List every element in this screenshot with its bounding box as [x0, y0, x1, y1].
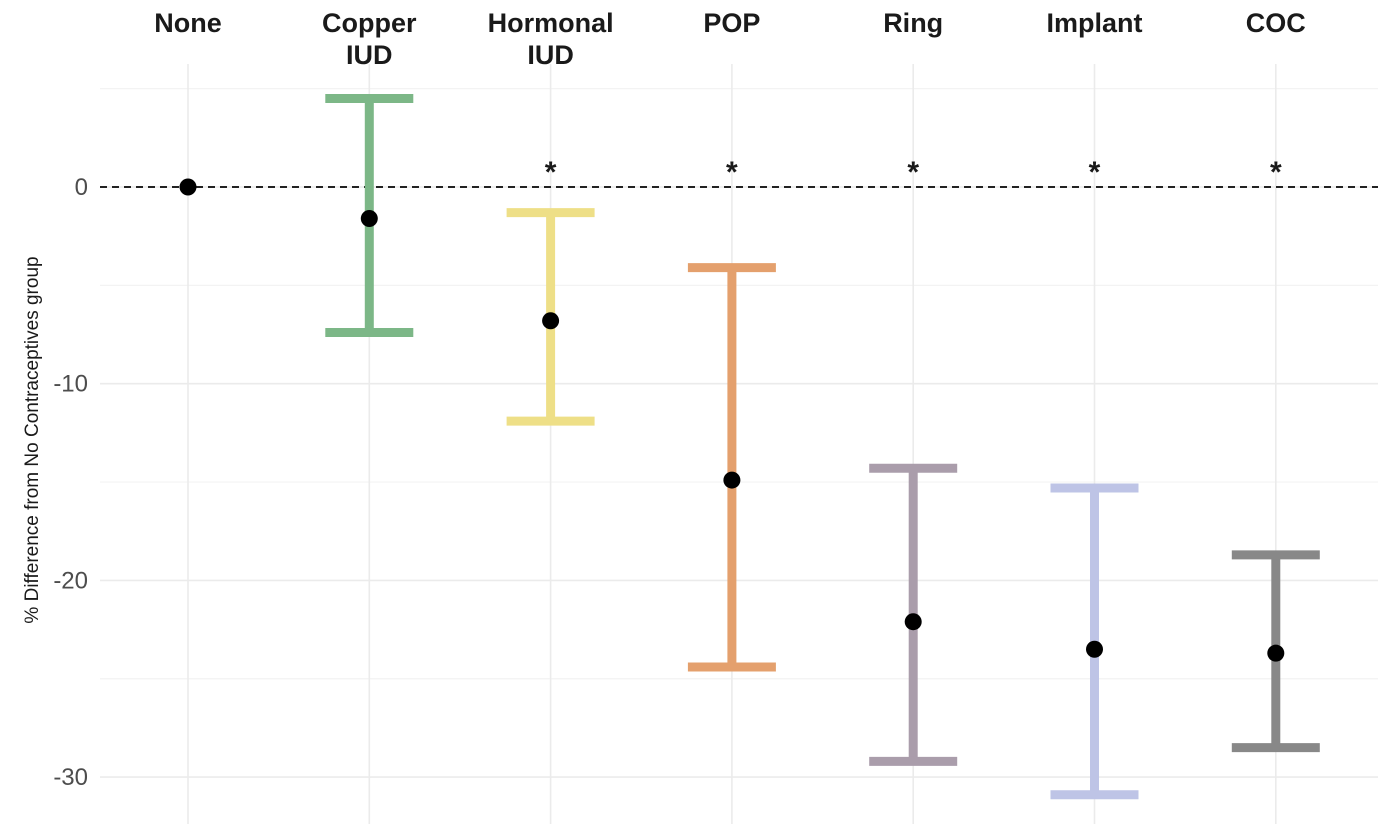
error-bars [325, 93, 1320, 800]
estimate-point [723, 471, 741, 489]
significance-marker: * [726, 156, 738, 189]
estimate-point [904, 613, 922, 631]
significance-marker: * [1089, 156, 1101, 189]
significance-marker: * [907, 156, 919, 189]
estimate-point [1267, 644, 1285, 662]
estimate-point [360, 209, 378, 227]
y-axis-title: % Difference from No Contraceptives grou… [22, 256, 43, 623]
y-tick-label: -30 [53, 764, 88, 791]
estimate-point [179, 178, 197, 196]
error-bar [687, 263, 776, 672]
grid-lines [100, 64, 1378, 824]
category-label: Implant [1046, 8, 1142, 38]
category-label: Ring [883, 8, 943, 38]
y-tick-label: -10 [53, 371, 88, 398]
category-label: Hormonal IUD [488, 8, 614, 70]
category-label: Copper IUD [322, 8, 417, 70]
category-label: POP [703, 8, 760, 38]
y-tick-label: 0 [75, 174, 88, 201]
estimate-point [1086, 640, 1103, 658]
estimate-point [542, 312, 560, 330]
significance-marker: * [1270, 156, 1282, 189]
estimate-points [179, 178, 1285, 662]
y-tick-label: -20 [53, 567, 88, 594]
category-label: COC [1246, 8, 1306, 38]
category-label: None [154, 8, 222, 38]
labels: 0 -10 -20 -30 None Copper IUD Hormonal IUD * POP * R… [53, 8, 1305, 791]
significance-marker: * [545, 156, 557, 189]
